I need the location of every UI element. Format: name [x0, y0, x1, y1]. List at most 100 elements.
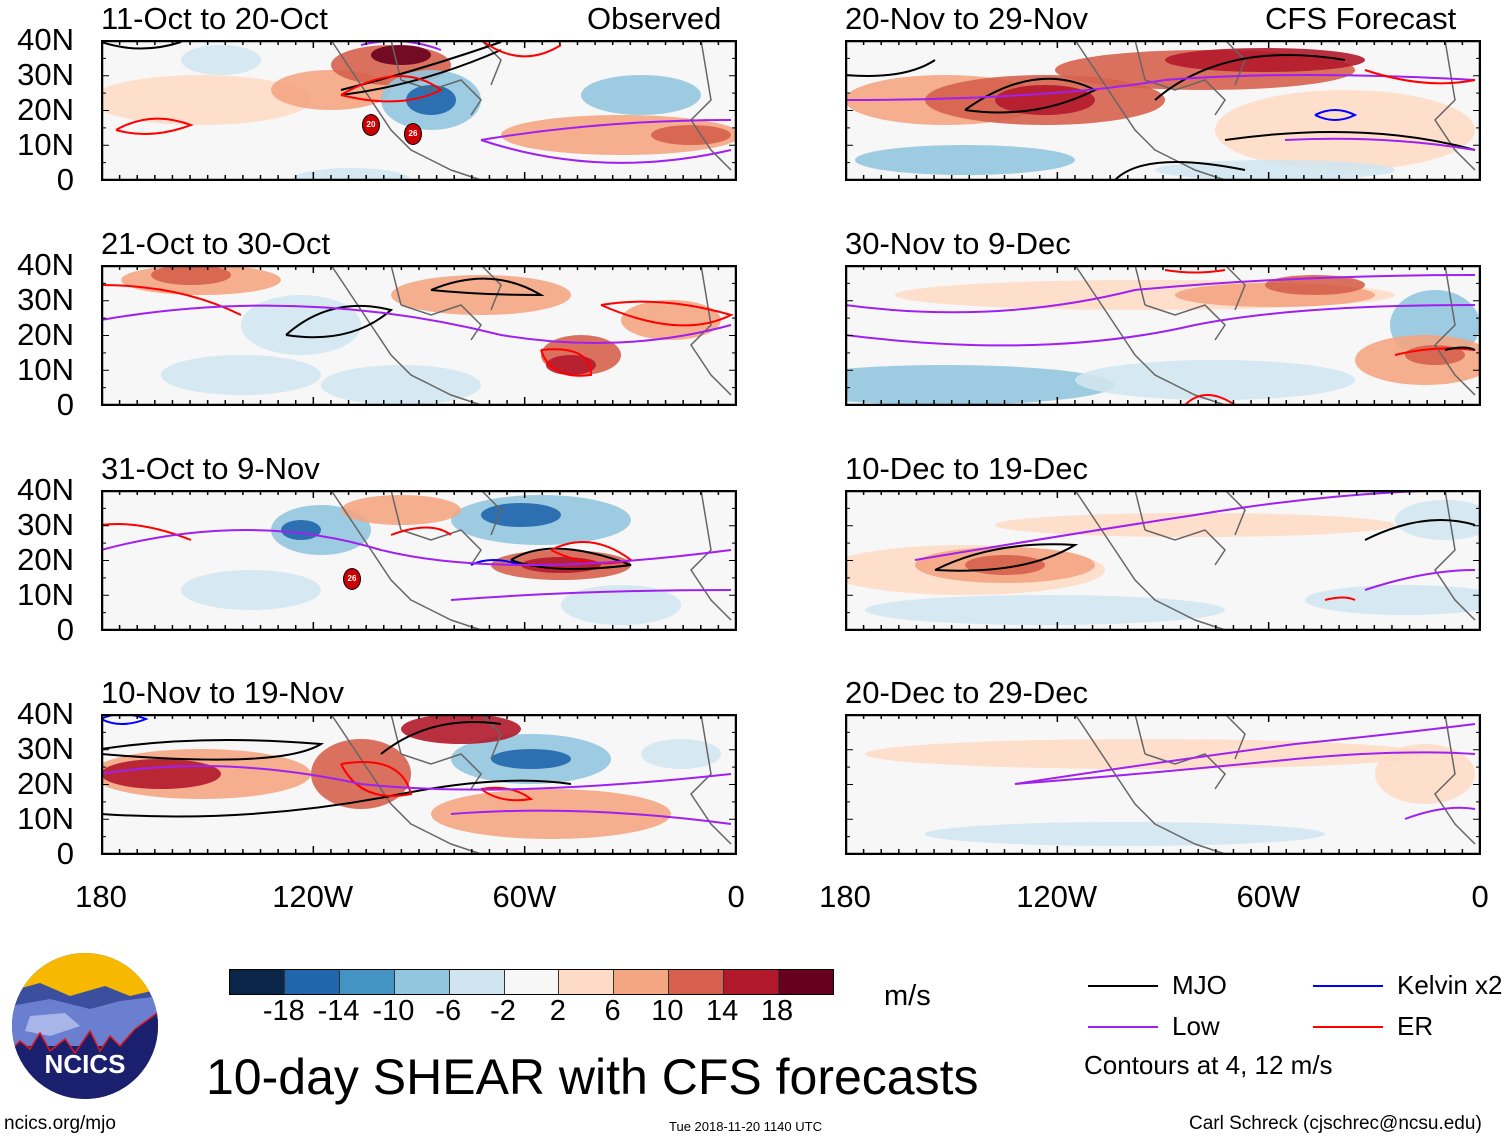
shear-shading — [501, 115, 737, 155]
footer-credit: Carl Schreck (cjschrec@ncsu.edu) — [1189, 1113, 1482, 1134]
colorbar-tick-label: 2 — [549, 995, 566, 1027]
latitude-label: 0 — [56, 836, 74, 871]
forecast-label: CFS Forecast — [1265, 1, 1457, 36]
map-panel-2 — [101, 265, 737, 406]
longitude-label: 0 — [1471, 879, 1489, 914]
tropical-cyclone-icon: 20 — [362, 114, 380, 136]
colorbar-tick-label: -10 — [372, 995, 415, 1027]
wave-contour — [115, 117, 194, 135]
shear-map — [845, 265, 1481, 406]
legend-line-mjo — [1088, 985, 1158, 987]
shear-shading — [1215, 90, 1475, 170]
coastline — [330, 265, 732, 406]
wave-contour — [430, 277, 545, 297]
logo-text: NCICS — [45, 1049, 126, 1079]
shear-shading — [181, 570, 321, 610]
wave-contour — [600, 300, 734, 327]
wave-contour — [1154, 54, 1346, 101]
panel-title: 20-Nov to 29-Nov — [845, 1, 1088, 36]
wave-contour — [390, 526, 452, 536]
colorbar-swatch — [559, 970, 615, 994]
wave-contour — [1444, 346, 1476, 351]
wave-contour — [1284, 137, 1476, 151]
latitude-label: 20N — [17, 766, 74, 801]
coastline — [1074, 714, 1476, 855]
latitude-label: 30N — [17, 507, 74, 542]
colorbar-swatch — [724, 970, 780, 994]
shear-shading — [581, 75, 701, 115]
map-panel-7 — [845, 490, 1481, 631]
shear-map — [101, 490, 737, 631]
wave-contour — [1364, 569, 1476, 591]
ncics-logo: NCICS — [10, 951, 160, 1106]
shear-map — [101, 40, 737, 181]
colorbar-swatch — [669, 970, 725, 994]
wave-contour — [450, 809, 732, 825]
wave-contour — [1324, 596, 1356, 601]
panel-title: 21-Oct to 30-Oct — [101, 226, 331, 261]
colorbar-swatch — [230, 970, 285, 994]
wave-contour — [380, 721, 502, 755]
panel-title: 11-Oct to 20-Oct — [101, 1, 328, 36]
wave-contour — [101, 284, 242, 316]
footer-timestamp: Tue 2018-11-20 1140 UTC — [669, 1119, 822, 1134]
longitude-label: 120W — [272, 879, 354, 914]
legend-label: MJO — [1172, 970, 1227, 1000]
wave-contour — [450, 589, 732, 601]
shear-shading — [965, 555, 1045, 575]
shear-shading — [311, 739, 411, 809]
panel-title: 31-Oct to 9-Nov — [101, 451, 320, 486]
latitude-label: 10N — [17, 577, 74, 612]
colorbar-tick-label: 10 — [651, 995, 684, 1027]
latitude-label: 40N — [17, 472, 74, 507]
latitude-label: 20N — [17, 92, 74, 127]
colorbar-swatch — [339, 970, 395, 994]
shear-shading — [281, 520, 321, 540]
shear-map — [845, 490, 1481, 631]
shear-shading — [401, 714, 521, 744]
wave-contour — [1404, 806, 1476, 820]
shear-shading — [621, 300, 721, 340]
wave-contour — [285, 304, 394, 339]
shear-map — [101, 265, 737, 406]
latitude-label: 10N — [17, 127, 74, 162]
shear-shading — [1075, 360, 1355, 400]
wave-contour — [845, 59, 936, 77]
footer-url[interactable]: ncics.org/mjo — [4, 1113, 116, 1134]
latitude-label: 30N — [17, 731, 74, 766]
coastline — [330, 714, 732, 855]
shear-shading — [391, 275, 571, 315]
latitude-label: 30N — [17, 57, 74, 92]
wave-contour — [1014, 723, 1476, 785]
shear-shading — [291, 168, 411, 181]
legend-line-low — [1088, 1026, 1158, 1028]
latitude-label: 10N — [17, 801, 74, 836]
wave-contour — [480, 139, 732, 164]
colorbar-swatch — [449, 970, 505, 994]
longitude-label: 180 — [75, 879, 127, 914]
shear-shading — [651, 125, 731, 145]
legend-label: Low — [1172, 1011, 1220, 1041]
shear-shading — [865, 595, 1225, 625]
wave-contour — [1314, 109, 1358, 121]
panel-title: 20-Dec to 29-Dec — [845, 675, 1088, 710]
colorbar-swatch — [779, 970, 833, 994]
longitude-label: 60W — [492, 879, 557, 914]
shear-shading — [161, 355, 321, 395]
coastline — [1074, 490, 1476, 631]
shear-shading — [1165, 48, 1365, 72]
wave-contour — [101, 739, 325, 761]
shear-map — [845, 40, 1481, 181]
wave-contour — [101, 529, 732, 566]
shear-shading — [101, 75, 311, 125]
panel-title: 10-Nov to 19-Nov — [101, 675, 344, 710]
colorbar-tick-label: 14 — [706, 995, 739, 1027]
coastline — [1074, 265, 1476, 406]
wave-contour — [845, 74, 1476, 101]
legend-line-kelvin-x2 — [1313, 985, 1383, 987]
colorbar-tick-label: 6 — [604, 995, 621, 1027]
wave-contour — [934, 543, 1079, 572]
wave-contour — [540, 348, 593, 377]
legend-label: ER — [1397, 1011, 1434, 1041]
